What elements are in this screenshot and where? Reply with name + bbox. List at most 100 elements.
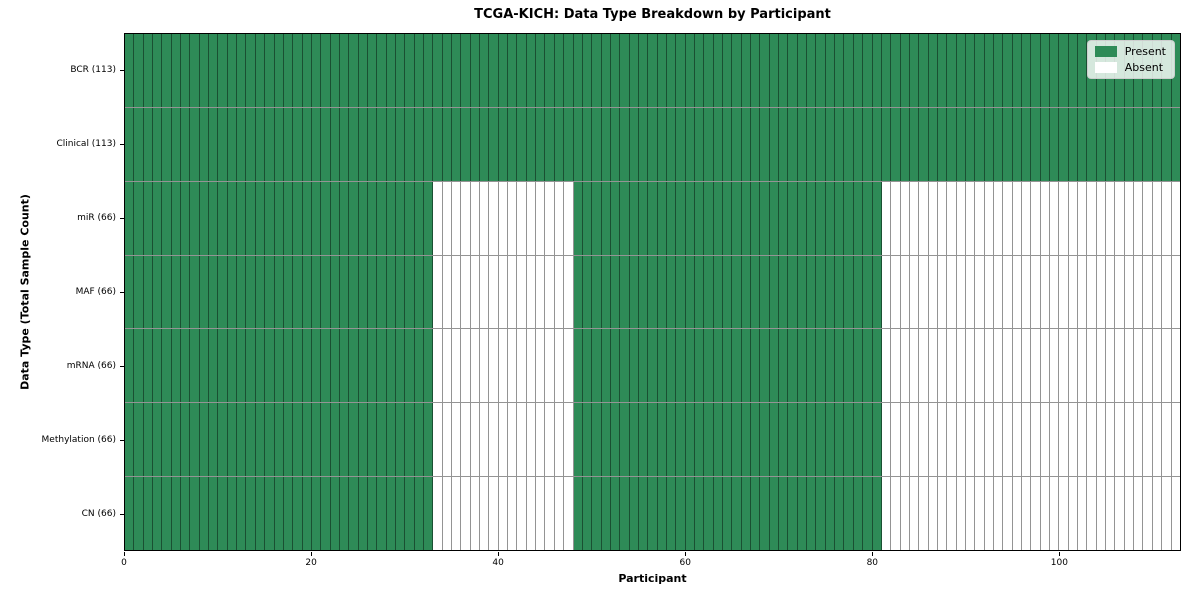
heatmap-cell — [900, 34, 910, 107]
heatmap-cell — [209, 34, 219, 107]
heatmap-cell — [975, 403, 985, 477]
heatmap-cell — [153, 181, 163, 255]
heatmap-cell — [545, 107, 555, 181]
heatmap-cell — [1171, 255, 1180, 329]
x-tick-mark — [1059, 552, 1061, 556]
heatmap-cell — [638, 34, 649, 107]
heatmap-cell — [1115, 403, 1125, 477]
x-tick-mark — [685, 552, 687, 556]
heatmap-cell — [480, 403, 490, 477]
heatmap-cell — [470, 181, 481, 255]
heatmap-cell — [181, 34, 191, 107]
heatmap-cell — [302, 329, 312, 403]
heatmap-cell — [302, 107, 312, 181]
heatmap-cell — [863, 403, 873, 477]
heatmap-cell — [900, 403, 910, 477]
heatmap-cell — [844, 181, 854, 255]
heatmap-cell — [246, 107, 256, 181]
heatmap-cell — [666, 181, 677, 255]
heatmap-cell — [891, 403, 901, 477]
heatmap-cell — [694, 34, 705, 107]
heatmap-cell — [433, 107, 443, 181]
heatmap-cell — [218, 329, 228, 403]
heatmap-cell — [339, 403, 350, 477]
heatmap-cell — [246, 181, 256, 255]
y-tick-label: Methylation (66) — [41, 435, 116, 445]
heatmap-cell — [480, 181, 490, 255]
heatmap-cell — [1050, 329, 1060, 403]
heatmap-cell — [1003, 34, 1013, 107]
heatmap-cell — [704, 403, 714, 477]
heatmap-cell — [564, 107, 574, 181]
x-tick-label: 20 — [305, 558, 317, 568]
heatmap-cell — [816, 107, 826, 181]
heatmap-cell — [480, 477, 490, 551]
heatmap-cell — [414, 477, 424, 551]
heatmap-cell — [125, 107, 135, 181]
heatmap-cell — [573, 107, 583, 181]
heatmap-cell — [395, 329, 406, 403]
heatmap-cell — [1078, 181, 1088, 255]
heatmap-cell — [807, 255, 817, 329]
heatmap-cell — [237, 477, 247, 551]
heatmap-cell — [405, 34, 415, 107]
heatmap-cell — [489, 477, 499, 551]
heatmap-cell — [909, 34, 920, 107]
heatmap-cell — [891, 181, 901, 255]
heatmap-cell — [405, 403, 415, 477]
heatmap-cell — [1134, 181, 1144, 255]
heatmap-cell — [321, 477, 331, 551]
heatmap-cell — [984, 329, 994, 403]
heatmap-cell — [255, 34, 266, 107]
heatmap-cell — [713, 477, 723, 551]
heatmap-cell — [788, 477, 798, 551]
heatmap-cell — [386, 34, 396, 107]
heatmap-cell — [751, 255, 761, 329]
heatmap-cell — [928, 107, 938, 181]
heatmap-cell — [1152, 329, 1163, 403]
heatmap-cell — [321, 329, 331, 403]
heatmap-cell — [751, 107, 761, 181]
heatmap-cell — [517, 477, 527, 551]
heatmap-cell — [199, 181, 210, 255]
y-tick-mark — [120, 365, 124, 367]
heatmap-cell — [657, 107, 667, 181]
heatmap-cell — [919, 181, 929, 255]
heatmap-cell — [349, 181, 359, 255]
heatmap-cell — [853, 107, 864, 181]
heatmap-cell — [1124, 107, 1135, 181]
x-tick-label: 0 — [121, 558, 127, 568]
heatmap-cell — [975, 34, 985, 107]
heatmap-cell — [489, 34, 499, 107]
heatmap-cell — [1012, 329, 1022, 403]
heatmap-cell — [199, 255, 210, 329]
heatmap-cell — [947, 34, 957, 107]
heatmap-cell — [330, 107, 340, 181]
heatmap-cell — [629, 255, 639, 329]
heatmap-row — [125, 255, 1180, 330]
heatmap-cell — [863, 255, 873, 329]
heatmap-cell — [760, 107, 770, 181]
heatmap-cell — [1031, 34, 1041, 107]
heatmap-cell — [1171, 329, 1180, 403]
heatmap-cell — [190, 34, 200, 107]
heatmap-cell — [947, 477, 957, 551]
heatmap-cell — [218, 181, 228, 255]
heatmap-cell — [592, 34, 602, 107]
heatmap-cell — [143, 255, 154, 329]
heatmap-cell — [536, 107, 546, 181]
heatmap-cell — [255, 329, 266, 403]
heatmap-cell — [1040, 255, 1051, 329]
heatmap-cell — [274, 181, 284, 255]
heatmap-cell — [237, 34, 247, 107]
heatmap-cell — [414, 181, 424, 255]
heatmap-cell — [470, 107, 481, 181]
heatmap-cell — [367, 107, 378, 181]
heatmap-cell — [657, 403, 667, 477]
heatmap-cell — [853, 255, 864, 329]
heatmap-cell — [947, 329, 957, 403]
heatmap-cell — [937, 181, 948, 255]
heatmap-cell — [311, 329, 322, 403]
heatmap-cell — [442, 181, 453, 255]
